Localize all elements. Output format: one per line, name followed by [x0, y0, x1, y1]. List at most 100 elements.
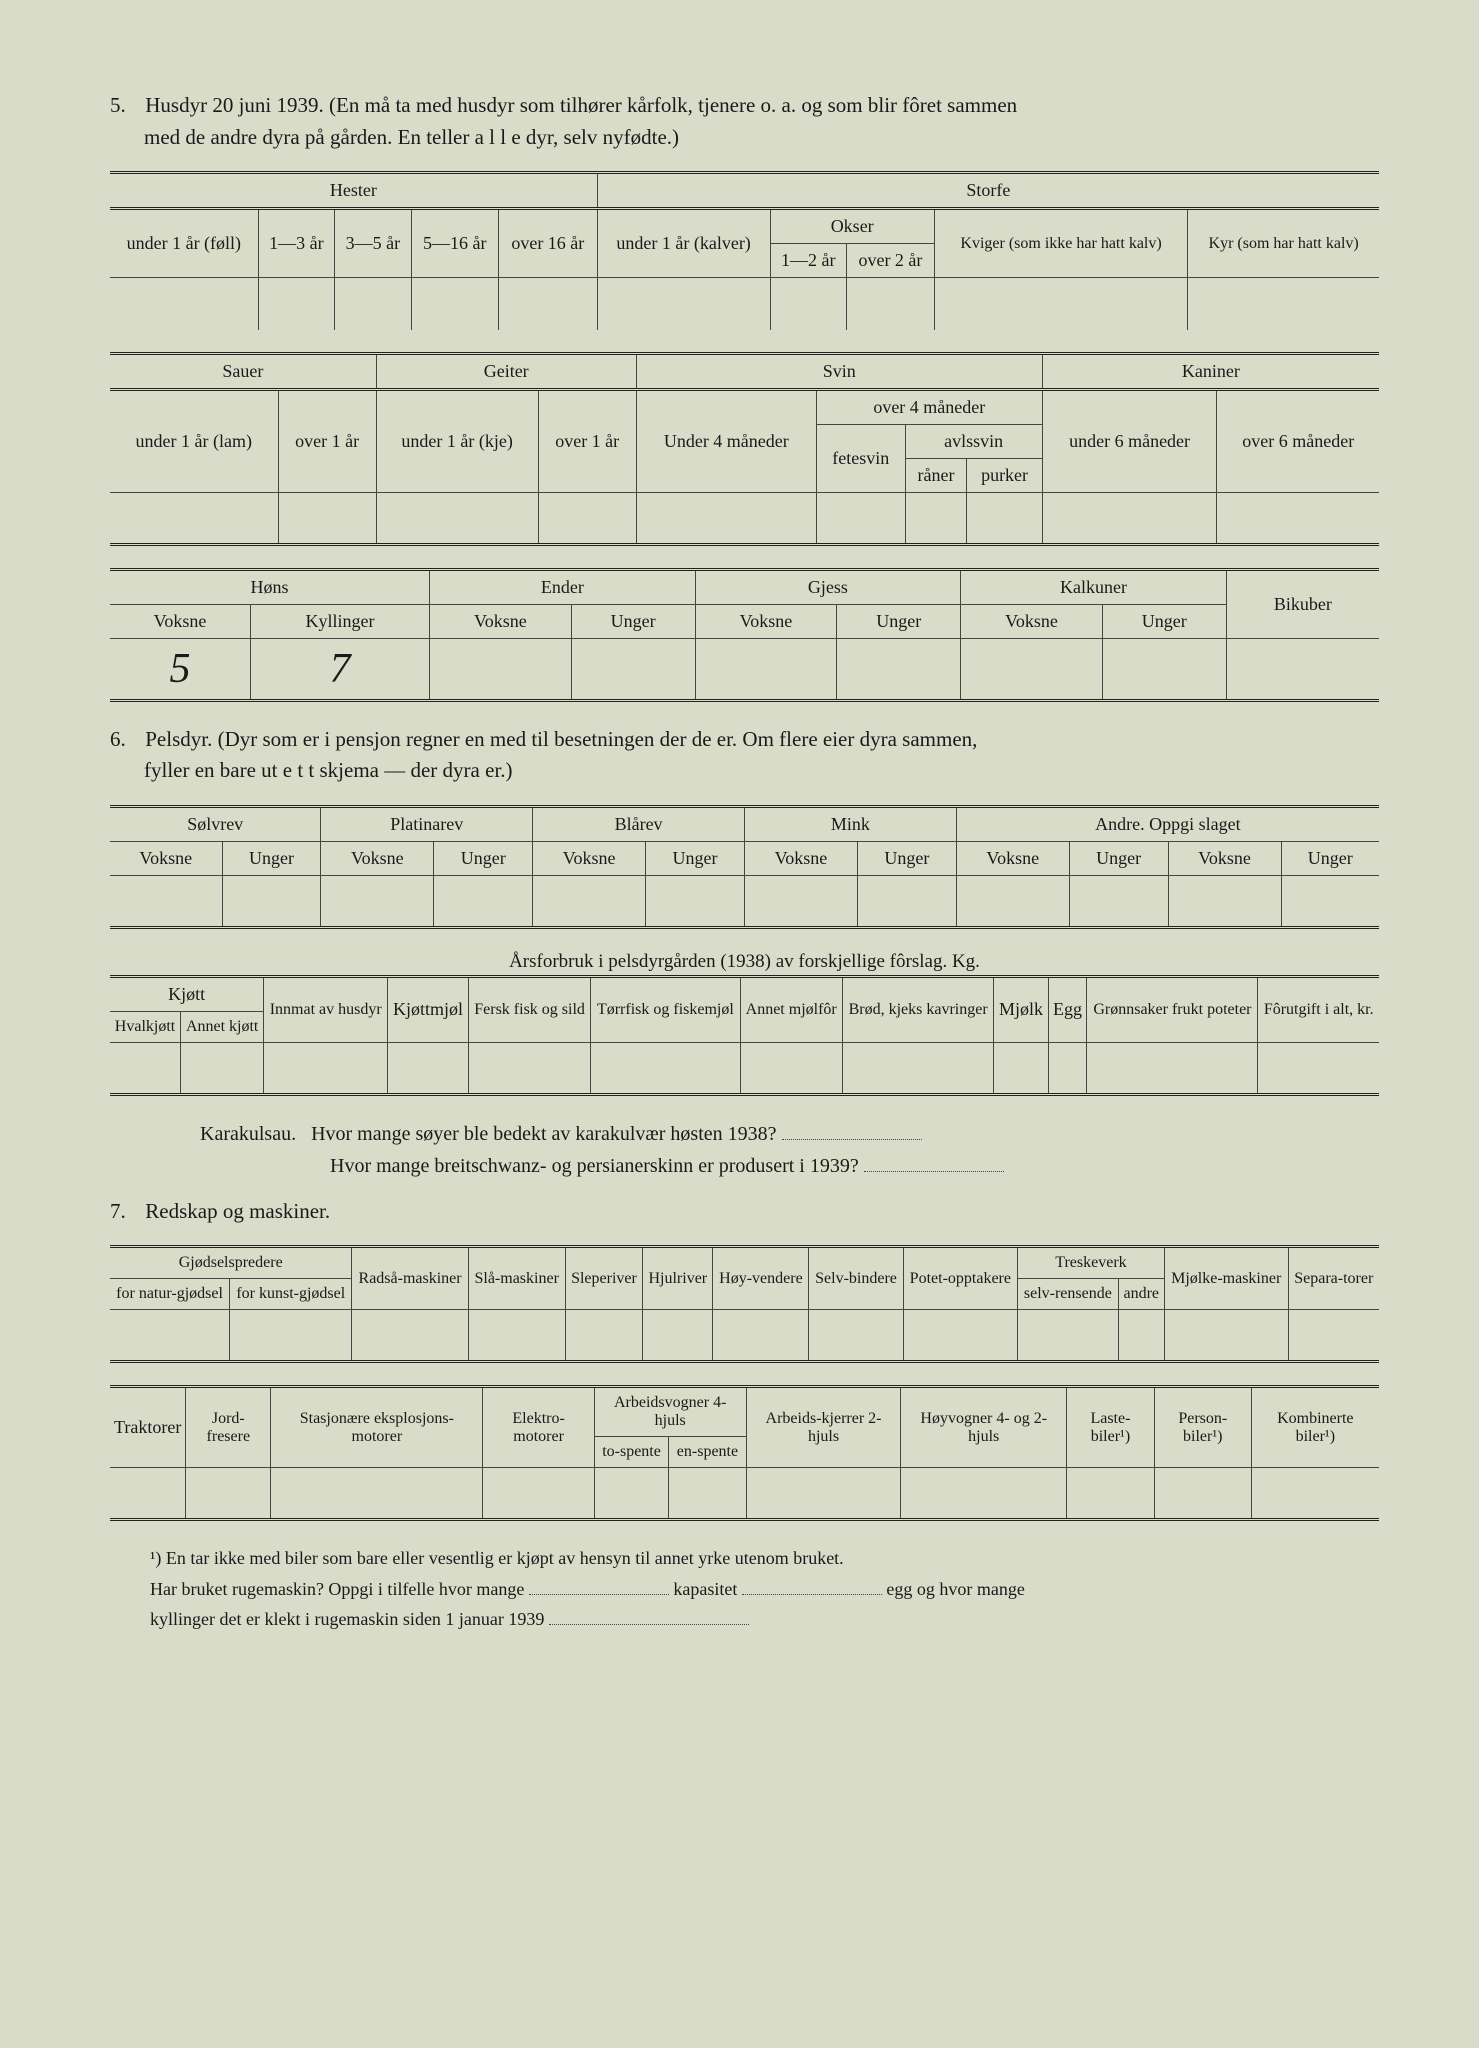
cell-d-8[interactable]: [956, 875, 1069, 927]
cell-b-4[interactable]: [636, 492, 816, 544]
cell-d-2[interactable]: [321, 875, 434, 927]
cell-hons-kyllinger[interactable]: 7: [250, 638, 429, 700]
cell-d-6[interactable]: [744, 875, 857, 927]
cell-a-2[interactable]: [335, 278, 411, 330]
group-platinarev: Platinarev: [321, 806, 533, 841]
karakul-blank2[interactable]: [864, 1158, 1004, 1172]
cell-a-0[interactable]: [110, 278, 258, 330]
cell-a-6[interactable]: [770, 278, 846, 330]
cell-g-0[interactable]: [110, 1468, 186, 1520]
cell-e-8[interactable]: [994, 1042, 1048, 1094]
cell-f-9[interactable]: [1018, 1310, 1119, 1362]
cell-e-2[interactable]: [264, 1042, 388, 1094]
cell-g-4[interactable]: [594, 1468, 668, 1520]
cell-gjess-u[interactable]: [837, 638, 961, 700]
footnote-blank2[interactable]: [742, 1581, 882, 1595]
cell-a-5[interactable]: [597, 278, 770, 330]
cell-f-6[interactable]: [713, 1310, 809, 1362]
cell-g-8[interactable]: [1067, 1468, 1155, 1520]
col-1-3: 1—3 år: [258, 209, 334, 278]
cell-f-3[interactable]: [468, 1310, 565, 1362]
cell-e-10[interactable]: [1087, 1042, 1258, 1094]
cell-a-8[interactable]: [934, 278, 1187, 330]
cell-f-2[interactable]: [352, 1310, 468, 1362]
cell-gjess-v[interactable]: [695, 638, 837, 700]
group-bikuber: Bikuber: [1226, 569, 1379, 638]
cell-f-10[interactable]: [1118, 1310, 1164, 1362]
col-okser-over2: over 2 år: [846, 244, 934, 278]
cell-a-9[interactable]: [1188, 278, 1379, 330]
cell-b-8[interactable]: [1042, 492, 1217, 544]
cell-d-10[interactable]: [1168, 875, 1281, 927]
cell-bikuber[interactable]: [1226, 638, 1379, 700]
cell-ender-u[interactable]: [571, 638, 695, 700]
col-andre2-v: Voksne: [1168, 841, 1281, 875]
cell-b-0[interactable]: [110, 492, 278, 544]
group-sauer: Sauer: [110, 353, 376, 389]
karakul-label: Karakulsau.: [200, 1123, 296, 1145]
cell-e-4[interactable]: [468, 1042, 590, 1094]
cell-g-9[interactable]: [1154, 1468, 1251, 1520]
cell-d-9[interactable]: [1069, 875, 1168, 927]
cell-b-6[interactable]: [905, 492, 967, 544]
cell-f-11[interactable]: [1164, 1310, 1288, 1362]
col-brod: Brød, kjeks kavringer: [842, 976, 993, 1042]
karakul-blank1[interactable]: [782, 1126, 922, 1140]
cell-g-10[interactable]: [1251, 1468, 1379, 1520]
group-storfe: Storfe: [597, 173, 1379, 209]
cell-d-1[interactable]: [222, 875, 321, 927]
cell-b-5[interactable]: [816, 492, 905, 544]
cell-hons-voksne[interactable]: 5: [110, 638, 250, 700]
section-6-number: 6.: [110, 724, 140, 756]
cell-e-3[interactable]: [388, 1042, 469, 1094]
footnote-blank3[interactable]: [549, 1611, 749, 1625]
col-treskeverk: Treskeverk: [1018, 1247, 1165, 1279]
cell-b-1[interactable]: [278, 492, 376, 544]
cell-kalk-v[interactable]: [961, 638, 1103, 700]
cell-d-4[interactable]: [533, 875, 646, 927]
cell-a-1[interactable]: [258, 278, 334, 330]
cell-d-3[interactable]: [434, 875, 533, 927]
cell-g-7[interactable]: [901, 1468, 1067, 1520]
cell-d-11[interactable]: [1281, 875, 1379, 927]
group-gjess: Gjess: [695, 569, 961, 604]
cell-kalk-u[interactable]: [1102, 638, 1226, 700]
cell-ender-v[interactable]: [430, 638, 572, 700]
cell-e-1[interactable]: [181, 1042, 264, 1094]
col-tresk-selv: selv-rensende: [1018, 1279, 1119, 1310]
col-kviger: Kviger (som ikke har hatt kalv): [934, 209, 1187, 278]
cell-b-3[interactable]: [538, 492, 636, 544]
cell-e-5[interactable]: [591, 1042, 740, 1094]
cell-f-0[interactable]: [110, 1310, 230, 1362]
cell-d-7[interactable]: [857, 875, 956, 927]
cell-g-3[interactable]: [483, 1468, 594, 1520]
cell-e-6[interactable]: [740, 1042, 842, 1094]
section-7-number: 7.: [110, 1196, 140, 1228]
cell-e-9[interactable]: [1048, 1042, 1087, 1094]
cell-g-2[interactable]: [271, 1468, 483, 1520]
cell-g-5[interactable]: [669, 1468, 746, 1520]
cell-e-7[interactable]: [842, 1042, 993, 1094]
cell-g-6[interactable]: [746, 1468, 901, 1520]
cell-d-5[interactable]: [646, 875, 745, 927]
cell-f-7[interactable]: [809, 1310, 903, 1362]
cell-b-2[interactable]: [376, 492, 538, 544]
cell-b-7[interactable]: [967, 492, 1042, 544]
cell-a-4[interactable]: [498, 278, 597, 330]
cell-f-5[interactable]: [643, 1310, 713, 1362]
cell-e-11[interactable]: [1258, 1042, 1379, 1094]
cell-g-1[interactable]: [186, 1468, 271, 1520]
footnote-blank1[interactable]: [529, 1581, 669, 1595]
cell-f-4[interactable]: [565, 1310, 643, 1362]
col-kalk-voksne: Voksne: [961, 604, 1103, 638]
cell-f-8[interactable]: [903, 1310, 1017, 1362]
document-page: 5. Husdyr 20 juni 1939. (En må ta med hu…: [0, 0, 1479, 1775]
cell-f-1[interactable]: [230, 1310, 352, 1362]
cell-e-0[interactable]: [110, 1042, 181, 1094]
cell-b-9[interactable]: [1217, 492, 1379, 544]
col-andre1-v: Voksne: [956, 841, 1069, 875]
cell-d-0[interactable]: [110, 875, 222, 927]
cell-a-7[interactable]: [846, 278, 934, 330]
cell-f-12[interactable]: [1288, 1310, 1379, 1362]
cell-a-3[interactable]: [411, 278, 498, 330]
